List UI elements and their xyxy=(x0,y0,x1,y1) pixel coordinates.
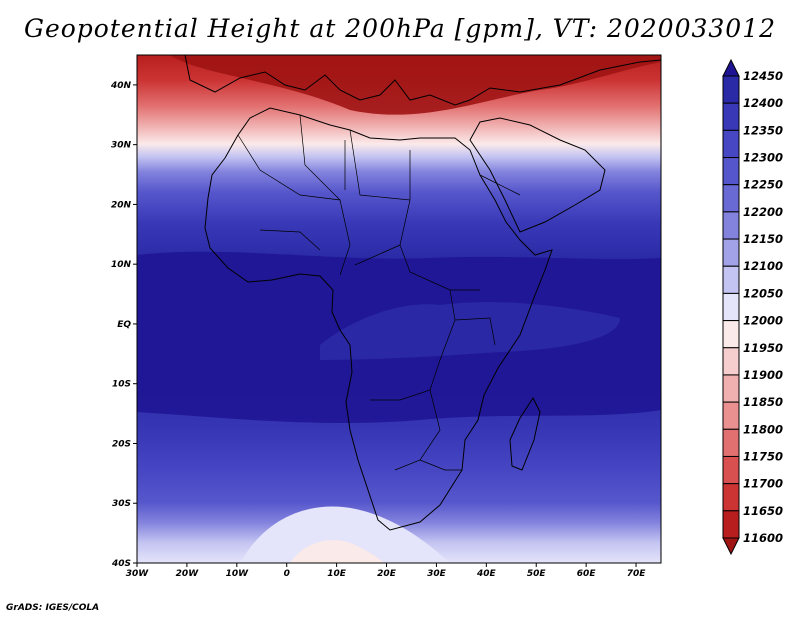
colorbar-swatch xyxy=(722,184,740,213)
africa-coastline xyxy=(204,107,553,531)
colorbar-level-label: 12350 xyxy=(743,123,783,137)
colorbar-swatch xyxy=(722,157,740,186)
colorbar-swatch xyxy=(722,347,740,376)
colorbar-swatch xyxy=(722,265,740,294)
colorbar-level-label: 12050 xyxy=(743,286,783,300)
longitude-axis: 30W 20W 10W 0 10E 20E 30E 40E 50E 60E 70E xyxy=(126,563,646,579)
lat-tick-label: 40N xyxy=(110,81,132,91)
colorbar-swatch xyxy=(722,483,740,512)
lon-tick-label: 30W xyxy=(126,569,150,579)
colorbar: 12450 12400 12350 12300 12250 12200 12150 12100… xyxy=(722,58,783,556)
map-title: Geopotential Height at 200hPa [gpm], VT:… xyxy=(23,14,777,43)
colorbar-level-label: 11900 xyxy=(743,368,783,382)
map-frame xyxy=(136,54,662,564)
lon-tick-label: 0 xyxy=(284,569,290,579)
colorbar-swatch xyxy=(722,238,740,267)
lat-tick-label: 10S xyxy=(112,380,131,390)
colorbar-level-label: 11750 xyxy=(743,449,783,463)
lat-tick-label: 40S xyxy=(111,559,131,569)
lon-tick-label: 70E xyxy=(627,569,647,579)
lon-tick-label: 30E xyxy=(427,569,447,579)
colorbar-level-label: 12300 xyxy=(743,151,783,165)
colorbar-swatch xyxy=(722,75,740,104)
grads-credit: GrADS: IGES/COLA xyxy=(6,603,100,613)
lon-tick-label: 60E xyxy=(577,569,597,579)
lat-tick-label: 10N xyxy=(111,260,132,270)
colorbar-swatch xyxy=(722,211,740,240)
lon-tick-label: 20E xyxy=(377,569,397,579)
colorbar-min-arrow xyxy=(722,537,740,556)
lat-tick-label: EQ xyxy=(117,320,131,330)
colorbar-swatch xyxy=(722,129,740,159)
northern-ridge-contour xyxy=(170,55,661,115)
colorbar-swatch xyxy=(722,292,740,322)
colorbar-max-arrow xyxy=(722,58,740,77)
colorbar-level-label: 12250 xyxy=(743,178,783,192)
colorbar-swatch xyxy=(722,102,740,131)
lat-tick-label: 20N xyxy=(111,200,132,210)
coastlines xyxy=(184,55,661,531)
height-field xyxy=(137,55,661,563)
colorbar-swatch xyxy=(722,510,740,539)
colorbar-swatch xyxy=(722,401,740,430)
lon-tick-label: 10E xyxy=(327,569,347,579)
lat-tick-label: 30S xyxy=(112,499,131,509)
colorbar-swatch xyxy=(722,374,740,403)
arabia-coastline xyxy=(469,117,606,233)
colorbar-level-label: 11800 xyxy=(743,422,783,436)
lon-tick-label: 20W xyxy=(176,569,200,579)
inland-patch-contour xyxy=(320,302,620,360)
lon-tick-label: 40E xyxy=(476,569,497,579)
colorbar-level-label: 12450 xyxy=(743,69,783,83)
colorbar-level-label: 12400 xyxy=(743,96,783,110)
colorbar-level-label: 12100 xyxy=(743,259,783,273)
europe-coastline xyxy=(184,55,661,106)
madagascar-coastline xyxy=(509,396,541,471)
colorbar-level-label: 11600 xyxy=(743,531,783,545)
colorbar-swatch xyxy=(722,428,740,457)
lon-tick-label: 50E xyxy=(527,569,547,579)
colorbar-swatch xyxy=(722,455,740,485)
lon-tick-label: 10W xyxy=(226,569,250,579)
colorbar-level-label: 11950 xyxy=(743,341,783,355)
lat-tick-label: 20S xyxy=(112,439,131,449)
colorbar-level-label: 11850 xyxy=(743,395,783,409)
colorbar-level-label: 12150 xyxy=(743,232,783,246)
country-borders xyxy=(237,114,521,471)
latitude-axis: 40N 30N 20N 10N EQ 10S 20S 30S 40S xyxy=(110,81,137,569)
colorbar-level-label: 11650 xyxy=(743,504,783,518)
lat-tick-label: 30N xyxy=(111,141,132,151)
colorbar-level-label: 11700 xyxy=(743,477,783,491)
colorbar-level-label: 12200 xyxy=(743,205,783,219)
southern-pink-contour xyxy=(290,540,385,563)
colorbar-swatch xyxy=(722,320,740,349)
southern-lobe-contour xyxy=(240,506,450,563)
colorbar-level-label: 12000 xyxy=(743,314,783,328)
